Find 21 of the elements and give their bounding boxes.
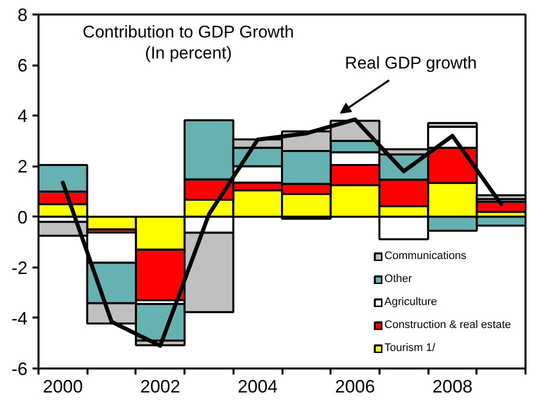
x-tick-label: 2004 <box>238 376 278 396</box>
legend-label: Other <box>384 273 412 285</box>
y-tick-label: 2 <box>17 156 28 177</box>
text: (In percent) <box>145 44 232 62</box>
legend-label: Communications <box>384 250 466 262</box>
legend-label: Construction & real estate <box>384 319 511 331</box>
y-tick-label: 4 <box>17 106 28 126</box>
y-tick-label: -6 <box>11 359 28 379</box>
y-tick-label: -2 <box>11 258 28 278</box>
x-tick-label: 2000 <box>42 376 83 396</box>
y-tick-label: 6 <box>17 56 28 76</box>
legend-label: Tourism 1/ <box>384 342 436 354</box>
text: Real GDP growth <box>344 54 477 73</box>
x-tick-label: 2008 <box>432 376 472 396</box>
y-tick-label: 8 <box>17 5 28 25</box>
x-tick-label: 2006 <box>335 376 376 396</box>
text: Contribution to GDP Growth <box>82 22 294 42</box>
legend-label: Agriculture <box>384 296 437 308</box>
y-tick-label: 0 <box>17 207 28 228</box>
x-tick-label: 2002 <box>140 376 180 396</box>
y-tick-label: -4 <box>11 308 28 328</box>
